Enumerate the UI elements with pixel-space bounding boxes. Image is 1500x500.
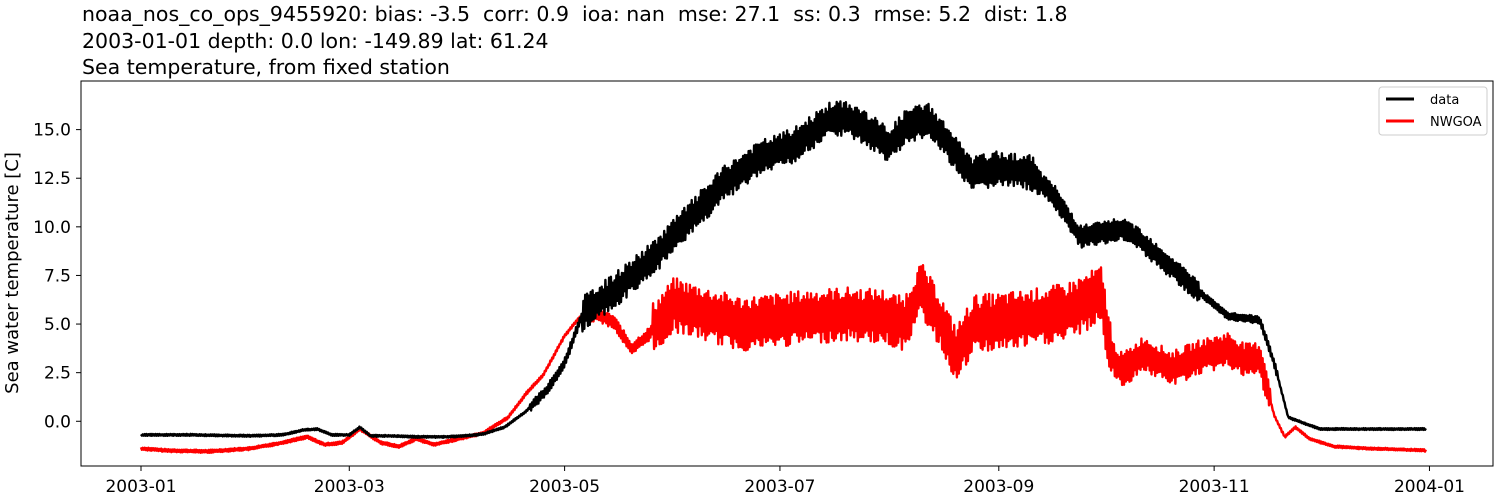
y-axis: 0.0 2.5 5.0 7.5 10.0 12.5 15.0	[33, 121, 81, 432]
legend-label-data: data	[1430, 93, 1459, 108]
x-tick-label: 2003-05	[529, 477, 600, 497]
chart-title-line-2: 2003-01-01 depth: 0.0 lon: -149.89 lat: …	[82, 29, 549, 53]
y-axis-label: Sea water temperature [C]	[2, 152, 23, 394]
chart-title-line-3: Sea temperature, from fixed station	[82, 55, 450, 79]
y-tick-label: 10.0	[33, 218, 71, 238]
series-layer	[139, 100, 1427, 454]
legend-label-nwgoa: NWGOA	[1430, 115, 1482, 130]
series-line-nwgoa	[139, 264, 1427, 454]
series-line-data	[140, 100, 1427, 439]
x-tick-label: 2003-03	[314, 477, 385, 497]
plot-frame	[80, 80, 1494, 467]
y-tick-label: 7.5	[44, 266, 71, 286]
x-axis: 2003-01 2003-03 2003-05 2003-07 2003-09 2003-…	[105, 466, 1465, 497]
y-tick-label: 2.5	[44, 364, 71, 384]
x-tick-label: 2003-09	[963, 477, 1034, 497]
y-tick-label: 5.0	[44, 315, 71, 335]
y-tick-label: 12.5	[33, 169, 71, 189]
x-tick-label: 2003-07	[744, 477, 815, 497]
chart-title-line-1: noaa_nos_co_ops_9455920: bias: -3.5 corr…	[82, 2, 1068, 26]
x-tick-label: 2003-01	[105, 477, 176, 497]
y-tick-label: 15.0	[33, 121, 71, 141]
legend[interactable]: data NWGOA	[1378, 86, 1488, 136]
x-tick-label: 2003-11	[1179, 477, 1250, 497]
x-tick-label: 2004-01	[1394, 477, 1465, 497]
y-tick-label: 0.0	[44, 412, 71, 432]
